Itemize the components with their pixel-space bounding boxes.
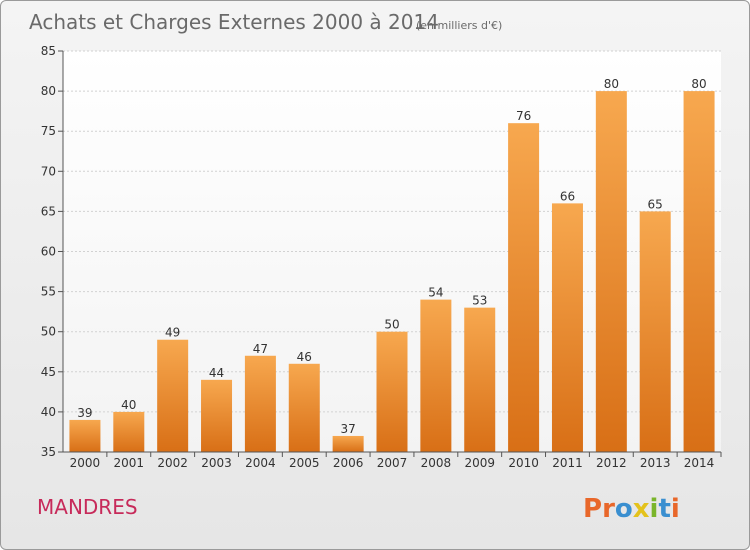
y-tick-label: 50: [41, 325, 56, 339]
bar: [113, 411, 145, 452]
logo-letter: o: [615, 494, 633, 524]
x-tick-label: 2005: [289, 456, 320, 470]
logo-letter: t: [658, 494, 670, 524]
data-label: 80: [691, 77, 706, 91]
bar: [376, 331, 408, 452]
bar: [639, 211, 671, 452]
bar: [683, 91, 715, 452]
data-label: 65: [648, 197, 663, 211]
bars: 39 40 49 44 47 46 37 50 54 53 76 66 80 65 80: [69, 77, 715, 453]
x-tick-label: 2012: [596, 456, 627, 470]
data-label: 49: [165, 326, 180, 340]
bar: [464, 307, 496, 452]
bar: [595, 91, 627, 452]
y-tick-label: 60: [41, 245, 56, 259]
data-label: 37: [340, 422, 355, 436]
data-label: 50: [384, 318, 399, 332]
logo-letter: x: [633, 494, 650, 524]
bar: [288, 363, 320, 452]
bar: [157, 339, 189, 452]
proxiti-logo: Proxiti: [583, 494, 680, 524]
data-label: 53: [472, 294, 487, 308]
y-tick-label: 45: [41, 365, 56, 379]
x-tick-label: 2010: [508, 456, 539, 470]
logo-letter: r: [602, 494, 615, 524]
x-tick-label: 2003: [201, 456, 232, 470]
bar: [420, 299, 452, 452]
data-label: 54: [428, 286, 443, 300]
data-label: 66: [560, 189, 575, 203]
bar: [508, 123, 540, 453]
bar: [244, 355, 276, 452]
y-tick-label: 35: [41, 445, 56, 459]
x-tick-label: 2008: [421, 456, 452, 470]
data-label: 80: [604, 77, 619, 91]
y-tick-label: 40: [41, 405, 56, 419]
commune-name: MANDRES: [37, 495, 138, 519]
logo-letter: i: [671, 494, 680, 524]
bar: [201, 379, 233, 452]
x-tick-label: 2009: [464, 456, 495, 470]
x-tick-label: 2006: [333, 456, 364, 470]
logo-letter: i: [650, 494, 659, 524]
data-label: 40: [121, 398, 136, 412]
data-label: 44: [209, 366, 224, 380]
y-tick-label: 55: [41, 285, 56, 299]
data-label: 47: [253, 342, 268, 356]
y-tick-label: 85: [41, 44, 56, 58]
bar: [69, 419, 101, 452]
chart-title: Achats et Charges Externes 2000 à 2014: [29, 10, 439, 34]
x-tick-label: 2000: [70, 456, 101, 470]
data-label: 46: [297, 350, 312, 364]
x-tick-label: 2011: [552, 456, 583, 470]
bar: [551, 203, 583, 452]
data-label: 39: [77, 406, 92, 420]
axes: 35 40 45 50 55 60 65 70 75 80 85 2000 2001 2002 2003 20…: [41, 44, 722, 470]
x-tick-label: 2014: [684, 456, 715, 470]
y-tick-label: 70: [41, 164, 56, 178]
chart-subtitle: (en milliers d'€): [416, 19, 502, 32]
y-tick-label: 65: [41, 204, 56, 218]
x-tick-label: 2001: [114, 456, 145, 470]
y-tick-label: 80: [41, 84, 56, 98]
logo-letter: P: [583, 494, 602, 524]
x-tick-label: 2013: [640, 456, 671, 470]
x-tick-label: 2004: [245, 456, 276, 470]
data-label: 76: [516, 109, 531, 123]
x-tick-label: 2007: [377, 456, 408, 470]
bar: [332, 435, 364, 452]
x-tick-label: 2002: [157, 456, 188, 470]
y-tick-label: 75: [41, 124, 56, 138]
